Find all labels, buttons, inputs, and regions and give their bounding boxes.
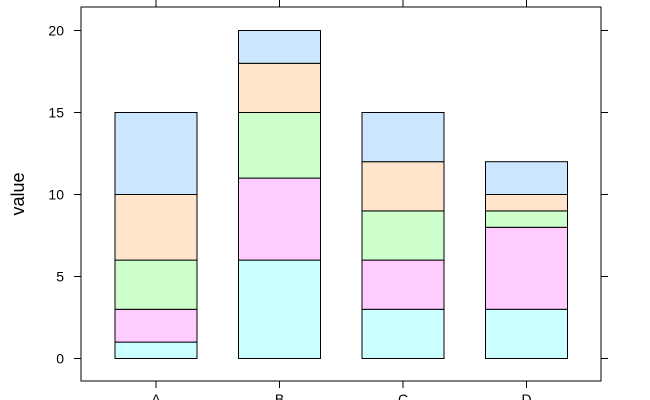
- plot-frame: [80, 6, 602, 382]
- y-tick-label: 10: [48, 187, 64, 203]
- bar-segment: [114, 308, 198, 343]
- bar-segment: [485, 161, 568, 195]
- x-tick-label: C: [398, 391, 408, 400]
- bar-segment: [238, 177, 321, 261]
- bar-segment: [485, 210, 568, 228]
- bar-segment: [238, 259, 321, 360]
- y-tick-label: 15: [48, 105, 64, 121]
- x-tick-label: A: [151, 391, 161, 400]
- bar-segment: [361, 259, 445, 310]
- x-tick-label: D: [521, 391, 531, 400]
- bar-segment: [238, 62, 321, 113]
- bar-segment: [485, 226, 568, 310]
- bar-segment: [361, 308, 445, 359]
- x-tick-label: B: [275, 391, 284, 400]
- bar-segment: [238, 30, 321, 64]
- bar-segment: [361, 161, 445, 212]
- bars: [114, 30, 568, 360]
- y-tick-label: 5: [56, 269, 64, 285]
- bar-segment: [114, 341, 198, 360]
- y-tick-label: 20: [48, 23, 64, 39]
- bar-segment: [361, 210, 445, 261]
- bar-segment: [114, 194, 198, 261]
- y-axis-label: value: [8, 172, 28, 215]
- bar-segment: [361, 112, 445, 163]
- y-axis: 0 5 10 15 20: [48, 23, 608, 367]
- bar-segment: [485, 308, 568, 359]
- bar-segment: [238, 112, 321, 179]
- bar-segment: [114, 259, 198, 310]
- bar-segment: [114, 112, 198, 195]
- y-tick-label: 0: [56, 351, 64, 367]
- x-axis: A B C D: [151, 0, 532, 400]
- bar-segment: [485, 194, 568, 212]
